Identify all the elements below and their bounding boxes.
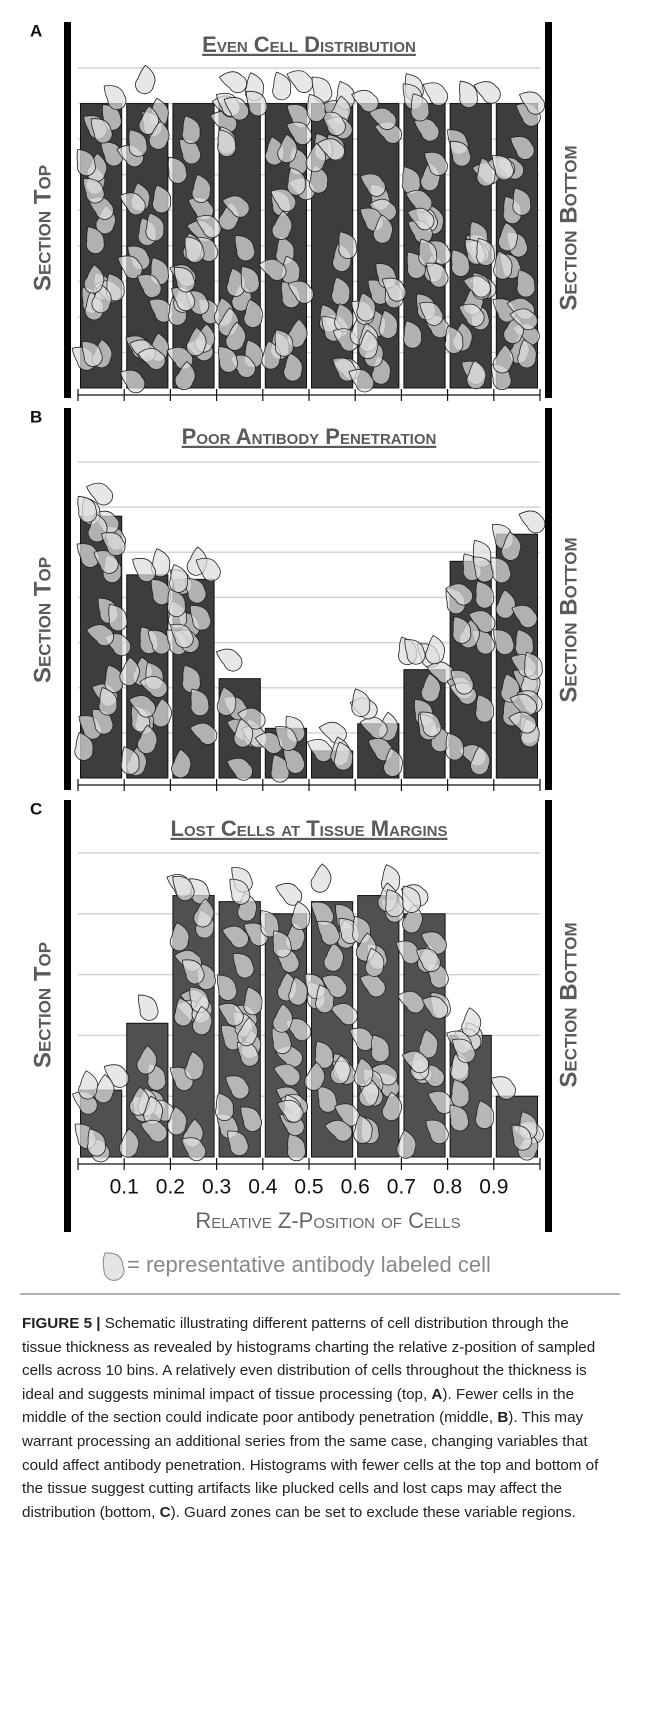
- border-bar-right: [545, 800, 552, 1232]
- x-tick-label: 0.4: [248, 1176, 278, 1199]
- right-label: Section Bottom: [555, 537, 582, 702]
- border-bar-left: [64, 22, 71, 398]
- right-label: Section Bottom: [555, 922, 582, 1087]
- border-bar-right: [545, 408, 552, 790]
- cell-icon: [519, 505, 548, 537]
- caption-text: FIGURE 5 |: [22, 1315, 101, 1332]
- left-label: Section Top: [29, 557, 56, 683]
- panel-letter: A: [30, 21, 42, 40]
- cell-icon: [216, 643, 245, 675]
- x-tick-label: 0.8: [433, 1176, 462, 1199]
- legend-text: = representative antibody labeled cell: [127, 1252, 491, 1277]
- cell-icon: [307, 864, 338, 896]
- panel-letter: B: [30, 407, 42, 426]
- caption-text: A: [431, 1386, 442, 1403]
- cell-icon: [131, 65, 161, 97]
- x-tick-label: 0.2: [156, 1176, 185, 1199]
- x-axis-label: Relative Z-Position of Cells: [195, 1208, 460, 1233]
- legend: = representative antibody labeled cell: [103, 1252, 491, 1281]
- panel-title: Even Cell Distribution: [202, 32, 416, 57]
- x-tick-label: 0.7: [387, 1176, 416, 1199]
- border-bar-left: [64, 800, 71, 1232]
- caption-text: C: [160, 1504, 171, 1521]
- x-tick-label: 0.9: [479, 1176, 508, 1199]
- cells: [72, 864, 546, 1165]
- panel-letter: C: [30, 799, 42, 818]
- panel-title: Poor Antibody Penetration: [182, 424, 437, 449]
- left-label: Section Top: [29, 942, 56, 1068]
- panel: C Lost Cells at Tissue Margins Section Top…: [29, 799, 582, 1232]
- legend-cell-icon: [103, 1253, 124, 1280]
- caption-text: ). Guard zones can be set to exclude the…: [171, 1504, 576, 1521]
- border-bar-left: [64, 408, 71, 790]
- right-label: Section Bottom: [555, 145, 582, 310]
- x-tick-label: 0.3: [202, 1176, 231, 1199]
- panel-title: Lost Cells at Tissue Margins: [171, 816, 448, 841]
- cell-icon: [77, 496, 97, 522]
- border-bar-right: [545, 22, 552, 398]
- left-label: Section Top: [29, 165, 56, 291]
- figure: Relative Z-Position of Cells = represent…: [0, 0, 657, 1296]
- caption-text: B: [497, 1409, 508, 1426]
- panel: B Poor Antibody Penetration Section Top Sec…: [29, 407, 582, 791]
- caption: FIGURE 5 | Schematic illustrating differ…: [22, 1312, 602, 1524]
- x-tick-label: 0.1: [110, 1176, 139, 1199]
- panel: A Even Cell Distribution Section Top Sectio…: [29, 21, 582, 401]
- x-tick-label: 0.6: [341, 1176, 370, 1199]
- x-tick-label: 0.5: [294, 1176, 323, 1199]
- page: Relative Z-Position of Cells = represent…: [0, 0, 657, 1729]
- cell-icon: [138, 994, 158, 1020]
- cell-icon: [474, 75, 504, 107]
